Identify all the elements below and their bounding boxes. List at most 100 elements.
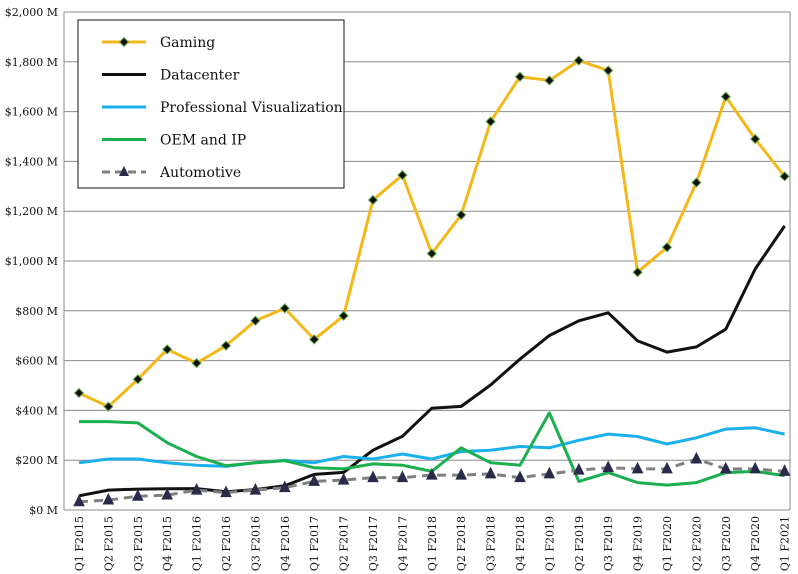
data-point (691, 177, 702, 188)
x-tick-label: Q1 F2018 (426, 516, 439, 571)
x-tick-label: Q2 F2015 (102, 516, 115, 571)
data-point (485, 116, 496, 127)
data-point (719, 461, 732, 474)
data-point (484, 466, 497, 479)
data-point (132, 374, 144, 385)
y-tick-label: $0 M (29, 504, 58, 517)
data-point (397, 169, 408, 181)
series-professional-visualization (78, 426, 785, 468)
grid-lines (63, 11, 791, 511)
x-tick-label: Q4 F2016 (279, 516, 292, 571)
legend-label: Professional Visualization (160, 100, 343, 116)
data-point (308, 474, 321, 486)
series-group (73, 55, 791, 507)
data-point (103, 401, 114, 412)
y-tick-label: $400 M (15, 404, 58, 417)
x-tick-label: Q2 F2020 (690, 516, 703, 571)
series-automotive (73, 451, 791, 507)
data-point (573, 55, 585, 66)
data-point (690, 451, 703, 464)
data-point (544, 75, 555, 86)
data-point (631, 461, 644, 474)
data-point (367, 470, 379, 483)
legend: Gaming Datacenter Professional Visualizati… (77, 19, 345, 189)
series-line (78, 426, 785, 468)
data-point (73, 387, 85, 399)
data-point (102, 492, 115, 505)
data-point (131, 489, 144, 501)
x-tick-label: Q4 F2017 (396, 516, 409, 571)
data-point (661, 242, 673, 253)
data-point (161, 344, 173, 355)
x-tick-label: Q1 F2015 (73, 516, 86, 571)
x-tick-label: Q3 F2019 (602, 516, 615, 571)
x-tick-label: Q1 F2016 (191, 516, 204, 571)
data-point (338, 310, 349, 321)
data-point (220, 340, 232, 351)
data-point (249, 482, 262, 495)
data-point (337, 473, 350, 485)
legend-marker (118, 36, 130, 48)
legend-label: Gaming (160, 35, 215, 51)
legend-item: Professional Visualization (102, 100, 343, 116)
y-tick-label: $600 M (15, 355, 58, 368)
data-point (455, 209, 467, 221)
x-tick-label: Q1 F2019 (543, 516, 556, 571)
x-tick-label: Q4 F2018 (514, 516, 527, 571)
y-tick-label: $2,000 M (5, 6, 58, 19)
legend-box (77, 19, 345, 189)
data-point (632, 266, 643, 278)
data-point (278, 480, 291, 493)
data-point (220, 485, 232, 498)
x-tick-label: Q3 F2015 (132, 516, 145, 571)
legend-label: OEM and IP (160, 133, 246, 149)
legend-label: Automotive (159, 165, 241, 181)
x-tick-label: Q4 F2019 (632, 516, 645, 571)
series-gaming (73, 55, 790, 412)
data-point (749, 461, 762, 474)
x-tick-label: Q2 F2018 (455, 516, 468, 571)
data-point (73, 494, 85, 507)
data-point (602, 460, 615, 473)
legend-marker (119, 166, 129, 176)
data-point (749, 133, 761, 145)
data-point (455, 468, 468, 480)
data-point (250, 315, 261, 326)
x-tick-label: Q2 F2017 (338, 516, 351, 571)
data-point (279, 303, 291, 314)
legend-item: Datacenter (102, 68, 240, 84)
y-tick-label: $1,600 M (5, 106, 58, 119)
x-tick-label: Q1 F2021 (779, 516, 792, 571)
y-tick-label: $200 M (15, 454, 58, 467)
data-point (778, 464, 791, 476)
legend-item: Gaming (102, 35, 215, 51)
legend-item: OEM and IP (102, 133, 246, 149)
legend-item: Automotive (102, 165, 241, 181)
y-axis: $0 M $200 M $400 M $600 M $800 M $1,000 M $1,2… (5, 6, 58, 517)
data-point (396, 470, 409, 483)
x-tick-label: Q2 F2019 (573, 516, 586, 571)
x-tick-label: Q1 F2017 (308, 516, 321, 571)
data-point (514, 470, 526, 483)
y-tick-label: $1,000 M (5, 255, 58, 268)
data-point (425, 468, 438, 480)
data-point (190, 482, 203, 495)
x-tick-label: Q3 F2017 (367, 516, 380, 571)
x-tick-label: Q4 F2020 (749, 516, 762, 571)
legend-label: Datacenter (160, 68, 240, 84)
x-axis: Q1 F2015 Q2 F2015 Q3 F2015 Q4 F2015 Q1 F2016… (73, 516, 792, 571)
y-tick-label: $1,800 M (5, 56, 58, 69)
y-tick-label: $1,200 M (5, 205, 58, 218)
x-tick-label: Q3 F2016 (249, 516, 262, 571)
data-point (426, 248, 438, 259)
x-tick-label: Q3 F2020 (720, 516, 733, 571)
data-point (602, 65, 614, 76)
x-tick-label: Q3 F2018 (485, 516, 498, 571)
data-point (720, 91, 732, 102)
data-point (161, 487, 174, 500)
data-point (367, 194, 379, 206)
y-tick-label: $800 M (15, 305, 58, 318)
data-point (779, 171, 790, 182)
data-point (572, 463, 585, 475)
